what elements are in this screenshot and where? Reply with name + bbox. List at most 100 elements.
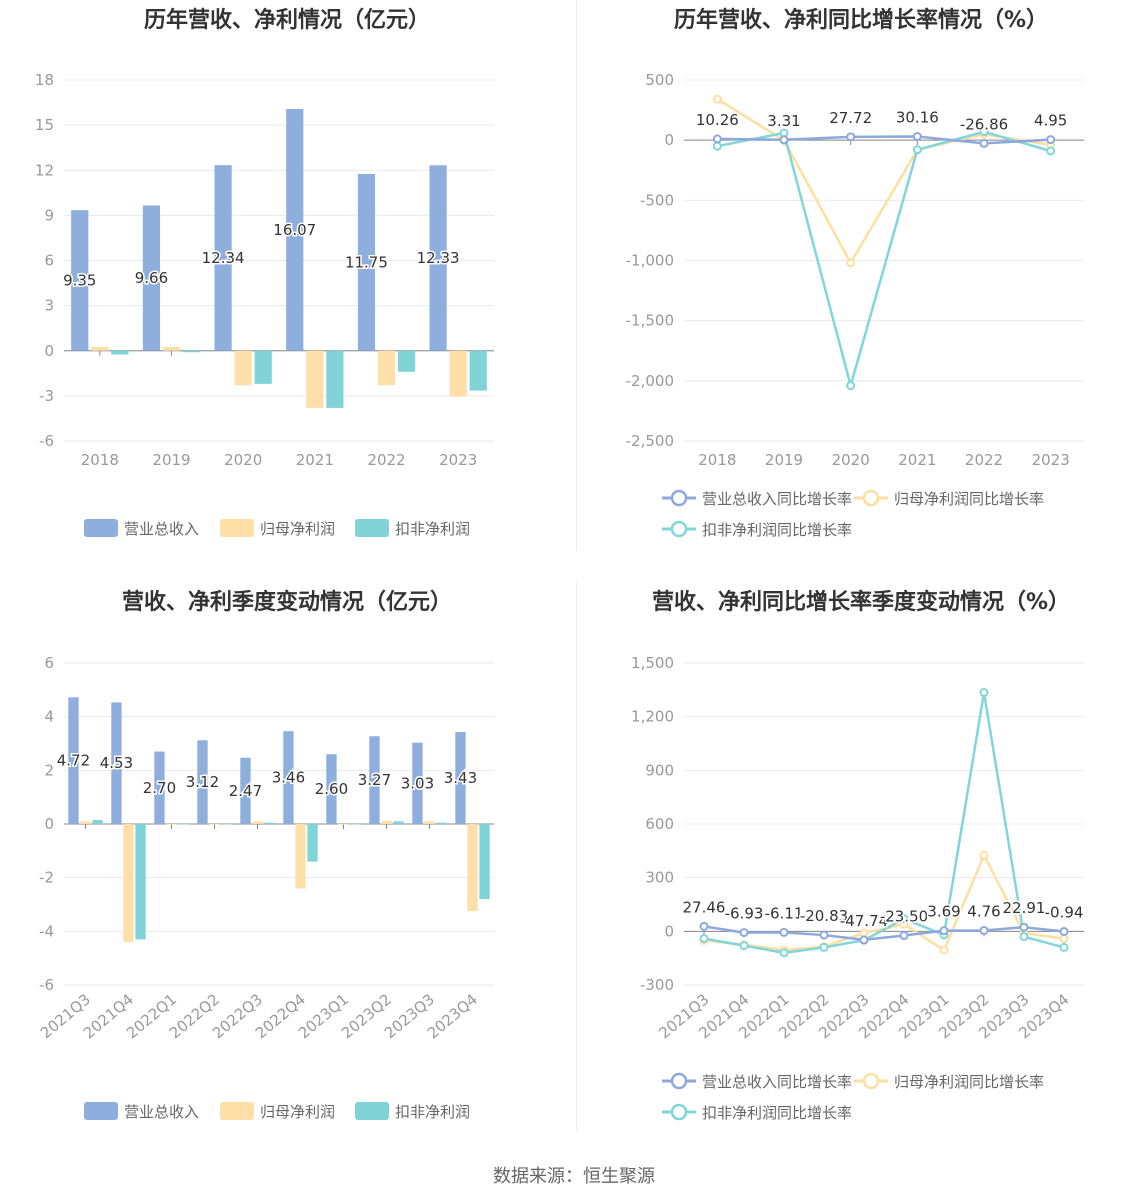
data-label: 2.60 xyxy=(315,780,348,798)
panel-divider xyxy=(576,0,577,550)
legend-marker xyxy=(670,1103,688,1121)
legend-label: 扣非净利润同比增长率 xyxy=(702,521,852,539)
bar xyxy=(162,346,181,351)
bar xyxy=(68,697,79,824)
chart-canvas: 1,5001,2009006003000-3002021Q32021Q42022… xyxy=(631,654,1085,1122)
legend-label: 营业总收入 xyxy=(124,520,199,538)
bar xyxy=(80,821,91,824)
y-tick-label: -6 xyxy=(39,976,54,994)
y-tick-label: 6 xyxy=(44,654,54,672)
data-label: 4.95 xyxy=(1034,112,1067,130)
data-label: 9.66 xyxy=(135,269,168,287)
data-point xyxy=(712,141,722,151)
bar xyxy=(182,350,201,353)
bar xyxy=(197,740,208,824)
data-label: 3.69 xyxy=(927,903,960,921)
bar xyxy=(71,210,89,351)
bar xyxy=(295,824,306,889)
data-point xyxy=(979,138,989,148)
data-point xyxy=(912,132,922,142)
legend-swatch xyxy=(84,519,118,537)
y-tick-label: -3 xyxy=(39,387,54,405)
data-point xyxy=(939,926,949,936)
data-label: -47.74 xyxy=(840,912,888,930)
legend-swatch xyxy=(220,1102,254,1120)
legend-label: 营业总收入 xyxy=(124,1103,199,1121)
data-point xyxy=(1046,135,1056,145)
legend-swatch xyxy=(355,519,389,537)
bar xyxy=(455,731,466,824)
y-tick-label: 600 xyxy=(645,815,674,833)
data-point xyxy=(819,942,829,952)
bar xyxy=(111,350,129,355)
bar xyxy=(92,819,103,824)
data-point xyxy=(859,935,869,945)
y-tick-label: 18 xyxy=(35,71,54,89)
data-point xyxy=(846,258,856,268)
legend-swatch xyxy=(84,1102,118,1120)
y-tick-label: -2,000 xyxy=(626,372,674,390)
bar xyxy=(254,350,272,384)
data-point xyxy=(739,941,749,951)
data-point xyxy=(979,925,989,935)
x-tick-label: 2019 xyxy=(765,451,803,469)
x-tick-label: 2022 xyxy=(965,451,1003,469)
chart-annual-revenue-profit: 历年营收、净利情况（亿元） 18 15 12 9 6 3 0 -3 -6 2018 2019 2020… xyxy=(0,0,574,580)
bar xyxy=(214,165,232,351)
bar xyxy=(154,751,165,824)
bar xyxy=(209,824,220,825)
x-tick-label: 2020 xyxy=(224,451,262,469)
legend-label: 营业总收入同比增长率 xyxy=(702,490,852,508)
bar xyxy=(178,824,189,825)
legend-marker xyxy=(670,1072,688,1090)
chart-annual-growth-rate: 历年营收、净利同比增长率情况（%） 500 0 -500 -1,000 -1,500 -2… xyxy=(574,0,1148,580)
legend-swatch xyxy=(355,1102,389,1120)
data-source-note: 数据来源：恒生聚源 xyxy=(493,1166,655,1187)
data-point xyxy=(819,930,829,940)
data-label: 4.72 xyxy=(57,752,90,770)
bar xyxy=(240,757,251,824)
data-point xyxy=(1046,146,1056,156)
bar xyxy=(469,350,487,391)
bar xyxy=(264,822,275,824)
bar xyxy=(429,165,447,351)
bar xyxy=(111,702,122,824)
data-label: 16.07 xyxy=(273,221,316,239)
data-label: 12.33 xyxy=(417,249,460,267)
x-tick-label: 2023 xyxy=(1032,451,1070,469)
data-label: 10.26 xyxy=(696,111,739,129)
y-tick-label: -300 xyxy=(640,976,674,994)
data-point xyxy=(979,127,989,137)
bar xyxy=(381,820,392,824)
bar xyxy=(357,174,376,351)
legend-label: 归母净利润 xyxy=(260,1103,335,1121)
data-label: 30.16 xyxy=(896,109,939,127)
bar xyxy=(326,754,337,824)
bar xyxy=(436,822,447,824)
legend-label: 归母净利润 xyxy=(260,520,335,538)
data-label: 4.76 xyxy=(967,902,1000,920)
y-tick-label: 4 xyxy=(44,708,54,726)
data-point xyxy=(712,134,722,144)
bar xyxy=(307,824,318,862)
bar xyxy=(306,350,324,408)
data-point xyxy=(779,927,789,937)
x-tick-label: 2023 xyxy=(439,451,477,469)
data-label: 11.75 xyxy=(345,253,388,271)
bar xyxy=(338,824,349,825)
data-point xyxy=(1059,942,1069,952)
data-point xyxy=(939,945,949,955)
data-label: 2.70 xyxy=(143,779,176,797)
data-point xyxy=(846,132,856,142)
bar xyxy=(479,824,490,900)
chart-title: 历年营收、净利情况（亿元） xyxy=(143,8,430,33)
legend-swatch xyxy=(220,519,254,537)
data-point xyxy=(979,688,989,698)
y-tick-label: 0 xyxy=(44,815,54,833)
y-tick-label: -500 xyxy=(640,191,674,209)
data-label: 22.91 xyxy=(1003,899,1046,917)
bar xyxy=(424,821,435,824)
x-tick-label: 2021 xyxy=(898,451,936,469)
bar xyxy=(123,824,134,943)
data-point xyxy=(699,933,709,943)
